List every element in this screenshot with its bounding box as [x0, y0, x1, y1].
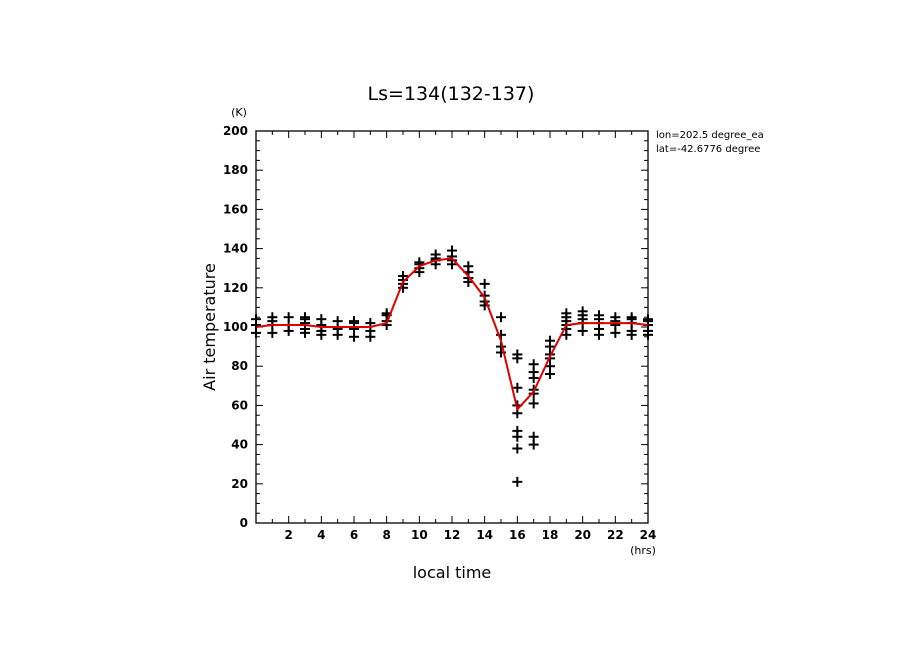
x-tick-label: 2	[284, 528, 292, 542]
scatter-point	[577, 306, 588, 317]
scatter-point	[512, 476, 523, 487]
y-axis-unit: (K)	[231, 106, 247, 119]
scatter-point	[512, 382, 523, 393]
x-tick-label: 18	[542, 528, 559, 542]
y-tick-label: 120	[223, 281, 248, 295]
mean-line	[255, 257, 649, 411]
scatter-point	[300, 312, 310, 323]
chart-title: Ls=134(132-137)	[368, 83, 535, 105]
y-tick-label: 100	[223, 320, 248, 334]
x-tick-label: 16	[509, 528, 526, 542]
x-tick-label: 6	[350, 528, 358, 542]
y-tick-label: 80	[231, 359, 248, 373]
x-tick-label: 8	[382, 528, 390, 542]
y-tick-label: 40	[231, 438, 248, 452]
tick-labels: 2 4 6 8 10 12 14 16 18 20 22 2402040608010012014016…	[223, 124, 656, 542]
axis-ticks	[255, 130, 649, 524]
scatter-point	[267, 312, 278, 323]
y-tick-label: 200	[223, 124, 248, 138]
scatter-point	[528, 431, 539, 442]
y-tick-label: 140	[223, 242, 248, 256]
scatter-point	[528, 398, 539, 409]
scatter-point	[316, 314, 327, 325]
scatter-point	[512, 443, 523, 454]
x-tick-label: 12	[444, 528, 461, 542]
scatter-point	[398, 271, 408, 282]
scatter-point	[512, 349, 523, 360]
annotation-lon: lon=202.5 degree_ea	[656, 130, 764, 141]
scatter-point	[610, 312, 621, 323]
scatter-point	[626, 312, 637, 323]
x-tick-label: 10	[411, 528, 428, 542]
mean-lines	[255, 257, 649, 411]
y-tick-label: 160	[223, 202, 248, 216]
scatter-point	[512, 425, 523, 436]
scatter-point	[430, 249, 441, 260]
scatter-markers	[251, 245, 653, 487]
scatter-point	[528, 359, 539, 370]
scatter-point	[479, 278, 490, 289]
scatter-point	[447, 245, 457, 256]
scatter-point	[349, 316, 359, 327]
y-tick-label: 60	[231, 398, 248, 412]
x-axis-unit: (hrs)	[630, 544, 656, 557]
scatter-point	[561, 308, 572, 319]
plot-frame	[255, 130, 649, 524]
y-tick-label: 0	[240, 516, 248, 530]
x-tick-label: 14	[476, 528, 493, 542]
x-tick-label: 20	[574, 528, 591, 542]
x-axis-label: local time	[413, 563, 492, 582]
scatter-point	[332, 316, 343, 327]
y-tick-label: 180	[223, 163, 248, 177]
x-tick-label: 4	[317, 528, 325, 542]
y-axis-label: Air temperature	[200, 263, 219, 391]
scatter-point	[283, 312, 294, 323]
annotation-lat: lat=-42.6776 degree	[656, 144, 760, 155]
scatter-point	[496, 312, 506, 323]
x-tick-label: 24	[640, 528, 657, 542]
scatter-point	[594, 310, 604, 321]
y-tick-label: 20	[231, 477, 248, 491]
scatter-point	[463, 261, 474, 272]
x-tick-label: 22	[607, 528, 624, 542]
scatter-point	[545, 335, 555, 346]
